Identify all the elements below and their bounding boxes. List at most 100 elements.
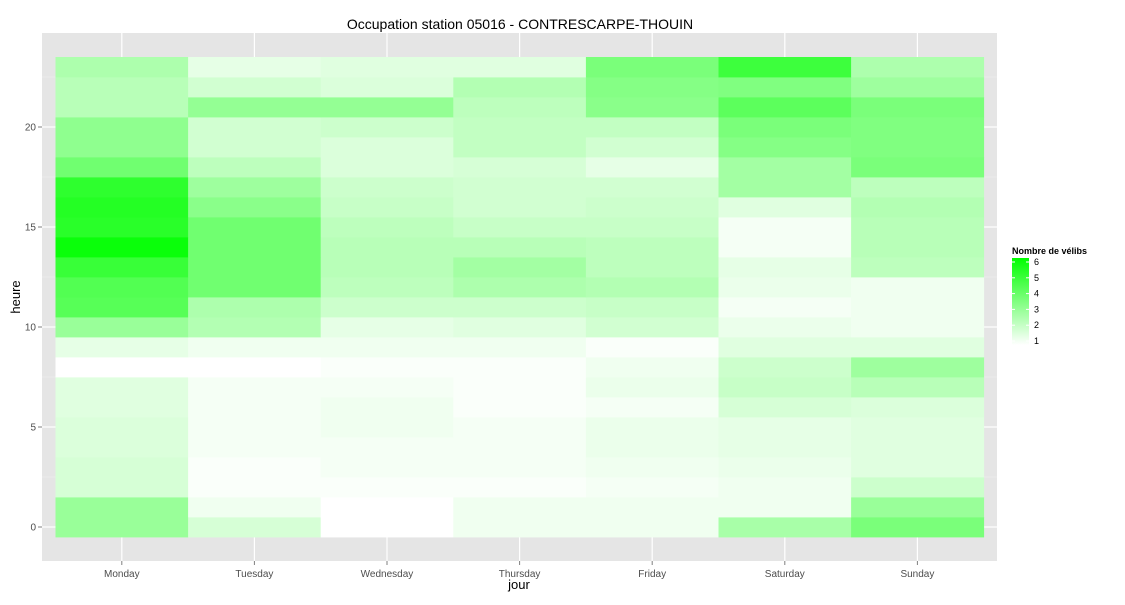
y-axis-title: heure: [8, 280, 23, 313]
heatmap-cell: [585, 497, 719, 518]
heatmap-cell: [453, 337, 587, 358]
x-tick-label: Wednesday: [361, 569, 414, 580]
heatmap-cell: [320, 137, 454, 158]
heatmap-cell: [55, 477, 189, 498]
heatmap-cell: [188, 237, 322, 258]
heatmap-cell: [320, 357, 454, 378]
heatmap-cell: [453, 277, 587, 298]
legend-tick-label: 2: [1034, 320, 1039, 330]
heatmap-cell: [585, 137, 719, 158]
heatmap-cell: [453, 297, 587, 318]
heatmap-cell: [320, 297, 454, 318]
heatmap-cell: [851, 357, 985, 378]
heatmap-cell: [320, 517, 454, 538]
heatmap-cell: [188, 197, 322, 218]
heatmap-cell: [585, 357, 719, 378]
legend-title: Nombre de vélibs: [1012, 246, 1087, 256]
heatmap-cell: [320, 277, 454, 298]
heatmap-cell: [188, 517, 322, 538]
heatmap-cell: [188, 317, 322, 338]
heatmap-cell: [55, 277, 189, 298]
heatmap-cell: [453, 137, 587, 158]
heatmap-cell: [585, 277, 719, 298]
y-axis: 0 5 10 15 20: [25, 123, 42, 534]
heatmap-cell: [55, 177, 189, 198]
heatmap-cell: [55, 217, 189, 238]
heatmap-cell: [718, 237, 852, 258]
heatmap-cell: [453, 77, 587, 98]
heatmap-cell: [585, 377, 719, 398]
heatmap-cell: [851, 257, 985, 278]
heatmap-cell: [718, 177, 852, 198]
chart-title: Occupation station 05016 - CONTRESCARPE-…: [347, 16, 693, 32]
heatmap-cell: [188, 77, 322, 98]
heatmap-cell: [718, 417, 852, 438]
heatmap-cell: [718, 157, 852, 178]
heatmap-cell: [851, 297, 985, 318]
heatmap-cell: [320, 417, 454, 438]
heatmap-cell: [851, 477, 985, 498]
heatmap-cell: [851, 117, 985, 138]
heatmap-cell: [585, 157, 719, 178]
heatmap-cell: [188, 157, 322, 178]
heatmap-cell: [851, 77, 985, 98]
heatmap-cell: [188, 397, 322, 418]
legend-ticks: 6 5 4 3 2 1: [1012, 257, 1039, 346]
heatmap-cell: [585, 517, 719, 538]
heatmap-cell: [55, 377, 189, 398]
legend-tick-label: 1: [1034, 336, 1039, 346]
heatmap-cell: [55, 317, 189, 338]
y-tick-label: 0: [30, 523, 36, 534]
heatmap-cell: [55, 297, 189, 318]
heatmap-cell: [453, 317, 587, 338]
heatmap-cell: [718, 477, 852, 498]
legend-tick-label: 5: [1034, 273, 1039, 283]
heatmap-cell: [320, 397, 454, 418]
heatmap-cell: [55, 157, 189, 178]
heatmap-cell: [585, 177, 719, 198]
heatmap-cell: [320, 237, 454, 258]
heatmap-cell: [585, 397, 719, 418]
heatmap-cell: [585, 477, 719, 498]
heatmap-cell: [320, 477, 454, 498]
heatmap-cell: [55, 437, 189, 458]
heatmap-cell: [453, 177, 587, 198]
heatmap-cell: [453, 57, 587, 78]
heatmap-cell: [851, 517, 985, 538]
heatmap-cell: [55, 517, 189, 538]
heatmap-cell: [718, 57, 852, 78]
heatmap-cell: [320, 77, 454, 98]
heatmap-cell: [851, 457, 985, 478]
heatmap-cell: [320, 377, 454, 398]
heatmap-cell: [320, 437, 454, 458]
heatmap-cell: [188, 277, 322, 298]
y-tick-label: 15: [25, 223, 37, 234]
heatmap-cell: [718, 97, 852, 118]
heatmap-cell: [585, 337, 719, 358]
heatmap-cell: [320, 497, 454, 518]
x-tick-label: Tuesday: [235, 569, 273, 580]
heatmap-cell: [453, 477, 587, 498]
heatmap-cell: [55, 197, 189, 218]
heatmap-cell: [718, 197, 852, 218]
heatmap-cell: [851, 397, 985, 418]
heatmap-cell: [453, 397, 587, 418]
heatmap-cell: [453, 437, 587, 458]
heatmap-cell: [718, 117, 852, 138]
heatmap-cell: [585, 457, 719, 478]
x-axis-title: jour: [507, 577, 530, 592]
x-axis: Monday Tuesday Wednesday Thursday Friday Satu…: [104, 561, 934, 580]
heatmap-cell: [718, 457, 852, 478]
heatmap-cell: [188, 97, 322, 118]
legend-tick-label: 3: [1034, 304, 1039, 314]
heatmap-cell: [55, 97, 189, 118]
heatmap-cell: [453, 457, 587, 478]
heatmap-cell: [851, 417, 985, 438]
heatmap-cell: [718, 297, 852, 318]
heatmap-cells: [55, 57, 985, 538]
heatmap-cell: [453, 417, 587, 438]
heatmap-cell: [718, 317, 852, 338]
heatmap-cell: [453, 197, 587, 218]
heatmap-cell: [453, 357, 587, 378]
heatmap-cell: [585, 117, 719, 138]
